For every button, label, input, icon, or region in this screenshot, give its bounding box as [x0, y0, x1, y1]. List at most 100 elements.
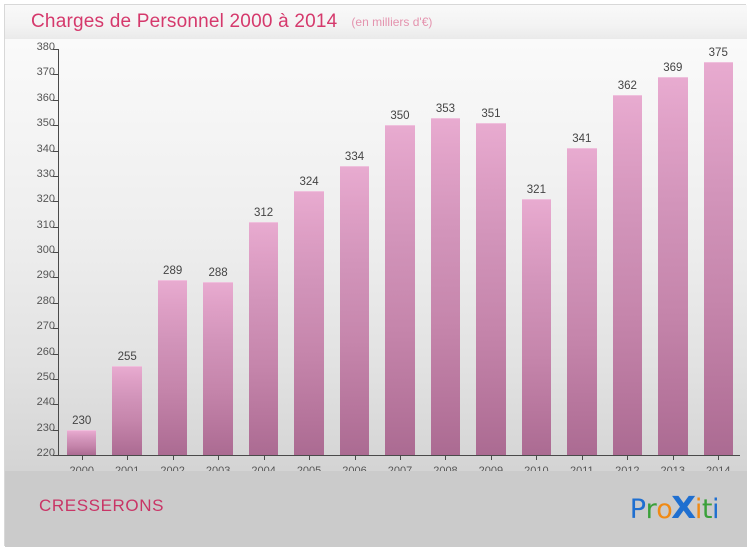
x-axis-tick-mark [581, 455, 583, 460]
logo-letter: o [656, 494, 673, 525]
y-axis-tick: 320 [5, 193, 65, 205]
bar-value-label: 255 [117, 351, 137, 364]
bar-slot: 3692013 [650, 49, 695, 477]
x-axis-tick-mark [309, 455, 311, 460]
y-axis-tick: 360 [5, 92, 65, 104]
y-axis-tick-mark [53, 455, 59, 456]
bar[interactable] [703, 61, 733, 455]
chart-footer: CRESSERONS ProXiti [5, 471, 747, 547]
x-axis-tick-mark [263, 455, 265, 460]
y-axis-tick-mark [53, 429, 59, 431]
x-axis-tick-mark [172, 455, 174, 460]
bar[interactable] [521, 198, 552, 455]
bar[interactable] [203, 282, 233, 455]
x-axis-tick-mark [627, 455, 629, 460]
y-axis-tick-label: 360 [36, 91, 55, 104]
y-axis-tick-label: 330 [36, 167, 55, 180]
x-axis-tick-mark [536, 455, 538, 460]
bar[interactable] [430, 117, 461, 455]
chart-header: Charges de Personnel 2000 à 2014 (en mil… [5, 5, 747, 39]
bar-slot: 3242005 [286, 49, 331, 477]
y-axis-tick-mark [53, 99, 59, 101]
y-axis-tick-mark [53, 328, 59, 330]
y-axis-tick-label: 340 [36, 142, 55, 155]
y-axis-tick-label: 230 [36, 421, 55, 434]
logo-letter: t [701, 494, 713, 525]
bar-value-label: 288 [208, 267, 228, 280]
y-axis-tick-mark [53, 226, 59, 228]
y-axis-tick-label: 260 [36, 345, 55, 358]
bar[interactable] [67, 429, 97, 455]
y-axis-tick: 310 [5, 219, 65, 231]
y-axis-tick: 230 [5, 422, 65, 434]
y-axis-tick: 220 [5, 447, 65, 459]
bar[interactable] [339, 165, 370, 455]
bar[interactable] [112, 366, 142, 455]
y-axis-tick-label: 250 [36, 370, 55, 383]
x-axis-tick-mark [490, 455, 492, 460]
bar-value-label: 321 [526, 183, 546, 196]
y-axis-tick-label: 370 [36, 66, 55, 79]
y-axis-tick-mark [53, 252, 59, 253]
bar[interactable] [567, 147, 597, 455]
chart-card: Charges de Personnel 2000 à 2014 (en mil… [4, 4, 747, 547]
y-axis-tick: 260 [5, 346, 65, 358]
y-axis-tick: 280 [5, 295, 65, 307]
y-axis-tick: 270 [5, 320, 65, 332]
bar-slot: 2892002 [150, 49, 195, 477]
plot-area: 380 370 360 350 340 330 320 310 300 290 280 270 260 2… [5, 39, 747, 477]
y-axis-tick-label: 220 [36, 447, 55, 459]
bar-slot: 3512009 [468, 49, 513, 477]
bar-series: 2302000255200128920022882003312200432420… [59, 46, 741, 477]
y-axis-tick-label: 320 [36, 193, 55, 206]
bar[interactable] [658, 76, 688, 455]
bar-slot: 2302000 [59, 49, 104, 477]
bar-value-label: 350 [390, 110, 410, 123]
y-axis-tick-label: 280 [36, 294, 55, 307]
x-axis-tick-mark [127, 455, 129, 460]
logo-letter: P [629, 494, 646, 525]
y-axis-tick-mark [53, 302, 59, 304]
y-axis-tick: 350 [5, 117, 65, 129]
bar-value-label: 353 [435, 102, 456, 115]
proxiti-logo[interactable]: ProXiti [629, 491, 720, 526]
bar-slot: 2882003 [195, 49, 240, 477]
bar-value-label: 375 [708, 46, 728, 59]
commune-name-label: CRESSERONS [39, 496, 165, 515]
bar-value-label: 334 [344, 150, 365, 163]
logo-letter: r [645, 494, 657, 525]
bar[interactable] [157, 279, 188, 455]
y-axis-tick-label: 350 [36, 117, 55, 130]
y-axis-tick-mark [53, 353, 59, 355]
bar[interactable] [248, 221, 279, 455]
x-axis-tick-mark [445, 455, 447, 460]
y-axis-tick: 340 [5, 143, 65, 155]
chart-units-subtitle: (en milliers d'€) [351, 15, 433, 29]
bar[interactable] [385, 125, 415, 455]
x-axis-tick-mark [718, 455, 720, 460]
logo-letter: i [694, 494, 703, 525]
y-axis-tick-mark [53, 175, 59, 177]
bar-value-label: 289 [163, 264, 183, 277]
y-axis-tick: 330 [5, 168, 65, 180]
bar[interactable] [476, 122, 506, 455]
y-axis-tick-label: 300 [36, 244, 55, 256]
bar-slot: 2552001 [104, 49, 149, 477]
y-axis-tick-mark [53, 404, 59, 406]
bar-slot: 3532008 [423, 49, 468, 477]
bar-slot: 3342006 [332, 49, 377, 477]
y-axis-tick: 380 [5, 41, 65, 53]
x-axis-tick-mark [81, 455, 83, 460]
x-axis-line [58, 455, 740, 456]
page-title: Charges de Personnel 2000 à 2014 [31, 11, 338, 32]
bar[interactable] [612, 94, 643, 455]
y-axis-tick-label: 310 [36, 218, 55, 231]
x-axis-tick-mark [354, 455, 356, 460]
bar-slot: 3752014 [696, 46, 741, 477]
bar-value-label: 341 [572, 132, 592, 145]
y-axis-tick-mark [53, 49, 59, 50]
bar-value-label: 351 [481, 107, 501, 120]
bar[interactable] [294, 191, 324, 455]
y-axis-tick-label: 270 [36, 320, 55, 333]
